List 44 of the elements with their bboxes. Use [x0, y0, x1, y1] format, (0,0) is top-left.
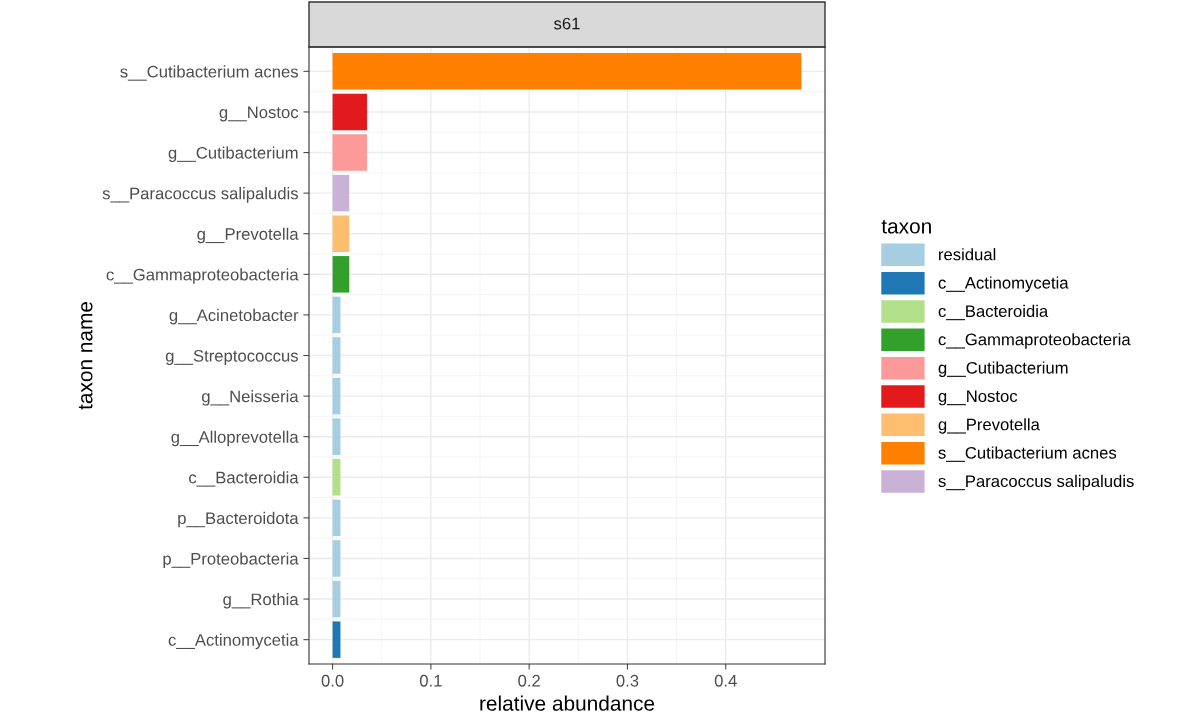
bar: [332, 337, 341, 374]
legend-label: c__Gammaproteobacteria: [938, 333, 1131, 349]
y-tick-label: p__Bacteroidota: [178, 511, 299, 528]
y-axis-title: taxon name: [78, 301, 93, 410]
x-tick-label: 0.1: [419, 674, 442, 687]
y-tick-label: p__Proteobacteria: [163, 552, 299, 568]
y-tick-label: g__Streptococcus: [165, 349, 298, 365]
bar: [332, 256, 350, 293]
y-tick-label: g__Alloprevotella: [171, 430, 299, 447]
x-tick-label: 0.4: [714, 674, 737, 687]
y-tick-label: g__Rothia: [223, 593, 299, 609]
y-tick-label: g__Prevotella: [197, 227, 299, 244]
legend-label: s__Cutibacterium acnes: [938, 446, 1117, 462]
y-tick-label: g__Acinetobacter: [169, 308, 299, 325]
bar: [332, 418, 341, 455]
legend-label: residual: [939, 248, 996, 261]
bar: [332, 459, 341, 496]
y-tick-label: g__Neisseria: [202, 390, 299, 406]
y-tick-label: c__Actinomycetia: [168, 633, 299, 650]
bar: [332, 215, 350, 252]
legend-label: g__Nostoc: [938, 390, 1018, 406]
bar: [332, 93, 367, 131]
bar: [332, 621, 341, 658]
y-tick-label: s__Cutibacterium acnes: [120, 65, 298, 81]
legend-label: c__Bacteroidia: [938, 304, 1049, 321]
y-tick-label: s__Paracoccus salipaludis: [102, 187, 298, 203]
x-axis-title: relative abundance: [480, 695, 655, 711]
y-tick-label: g__Cutibacterium: [168, 146, 298, 163]
y-tick-label: c__Gammaproteobacteria: [106, 268, 299, 284]
x-tick-label: 0.0: [321, 674, 344, 687]
x-tick-label: 0.3: [616, 674, 639, 687]
bar: [332, 134, 367, 171]
legend-label: g__Prevotella: [938, 418, 1040, 434]
legend-label: s__Paracoccus salipaludis: [938, 474, 1134, 491]
chart-title: s61: [554, 17, 580, 30]
legend-label: c__Actinomycetia: [938, 276, 1069, 292]
y-tick-label: g__Nostoc: [219, 106, 299, 122]
bar: [332, 540, 341, 577]
bar: [332, 174, 350, 212]
legend-title: taxon: [881, 219, 931, 234]
legend-label: g__Cutibacterium: [938, 361, 1068, 377]
y-tick-label: c__Bacteroidia: [189, 471, 299, 487]
bar: [332, 53, 802, 90]
x-tick-label: 0.2: [518, 674, 540, 687]
